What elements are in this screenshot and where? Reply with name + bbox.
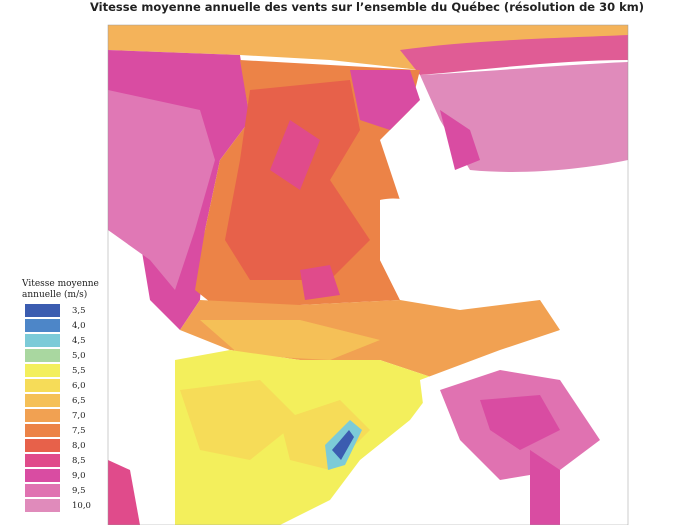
map-title: Vitesse moyenne annuelle des vents sur l… xyxy=(90,0,644,14)
legend-swatch xyxy=(25,499,60,512)
map xyxy=(107,24,629,525)
legend-swatch xyxy=(25,409,60,422)
legend-label: 4,5 xyxy=(72,336,86,346)
legend-label: 9,0 xyxy=(72,471,86,481)
legend-label: 8,5 xyxy=(72,456,86,466)
legend-label: 6,5 xyxy=(72,396,86,406)
legend-swatch xyxy=(25,424,60,437)
legend-label: 9,5 xyxy=(72,486,86,496)
legend-swatch xyxy=(25,349,60,362)
legend-title: annuelle (m/s) xyxy=(22,289,87,300)
legend-label: 10,0 xyxy=(72,501,91,511)
legend-label: 5,5 xyxy=(72,366,86,376)
legend-label: 7,0 xyxy=(72,411,86,421)
legend-swatch xyxy=(25,379,60,392)
legend-label: 4,0 xyxy=(72,321,86,331)
legend-label: 5,0 xyxy=(72,351,86,361)
legend-title: Vitesse moyenne xyxy=(21,279,99,289)
legend-swatch xyxy=(25,454,60,467)
legend-label: 8,0 xyxy=(72,441,86,451)
legend-swatch xyxy=(25,334,60,347)
legend-swatch xyxy=(25,394,60,407)
legend-label: 7,5 xyxy=(72,426,86,436)
legend-swatch xyxy=(25,364,60,377)
legend-swatch xyxy=(25,439,60,452)
legend-swatch xyxy=(25,319,60,332)
legend-swatch xyxy=(25,304,60,317)
legend-swatch xyxy=(25,484,60,497)
legend-label: 6,0 xyxy=(72,381,86,391)
legend-swatch xyxy=(25,469,60,482)
legend-label: 3,5 xyxy=(72,306,86,316)
legend: Vitesse moyenne annuelle (m/s) 3,5 4,0 4,5… xyxy=(21,279,99,512)
